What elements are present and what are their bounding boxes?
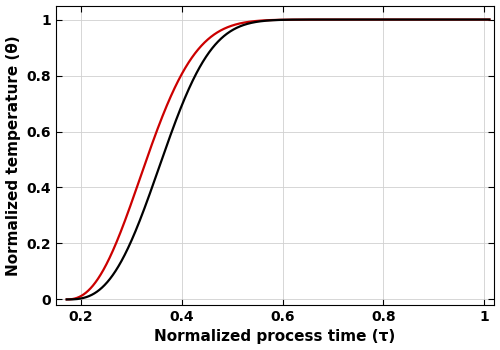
X-axis label: Normalized process time (τ): Normalized process time (τ) (154, 329, 396, 344)
Y-axis label: Normalized temperature (θ): Normalized temperature (θ) (6, 35, 20, 275)
